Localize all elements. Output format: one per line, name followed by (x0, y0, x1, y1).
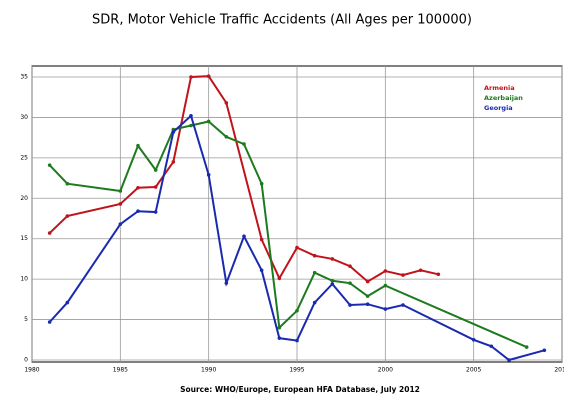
point (171, 160, 176, 164)
point (348, 264, 352, 269)
point (277, 336, 282, 340)
point (295, 338, 299, 343)
y-tick-label: 15 (20, 235, 28, 242)
point (224, 281, 229, 285)
y-tick-label: 5 (24, 316, 28, 323)
legend-label: Azerbaijan (484, 94, 523, 102)
point (189, 114, 193, 118)
point (224, 135, 229, 139)
source-note: Source: WHO/Europe, European HFA Databas… (180, 385, 420, 394)
y-tick-label: 0 (24, 357, 28, 364)
y-tick-label: 35 (20, 74, 28, 81)
x-tick-label: 2000 (378, 367, 393, 374)
legend-label: Armenia (484, 84, 515, 92)
point (365, 302, 370, 307)
point (65, 300, 70, 305)
point (295, 245, 299, 250)
point (206, 74, 211, 78)
legend-label: Georgia (484, 104, 513, 112)
point (47, 320, 52, 324)
point (136, 209, 140, 214)
point (206, 119, 211, 124)
point (330, 257, 335, 261)
point (65, 214, 70, 218)
point (365, 279, 370, 284)
point (542, 348, 547, 353)
point (383, 269, 388, 273)
x-tick-label: 1985 (113, 367, 128, 374)
point (401, 303, 405, 307)
point (277, 325, 282, 330)
chart-title: SDR, Motor Vehicle Traffic Accidents (Al… (92, 13, 472, 28)
point (383, 307, 388, 311)
point (348, 281, 352, 285)
point (136, 143, 140, 148)
point (47, 163, 52, 167)
x-tick-label: 2010 (554, 367, 564, 374)
point (312, 300, 317, 305)
point (47, 231, 52, 235)
point (206, 173, 211, 177)
point (277, 276, 282, 281)
point (418, 268, 423, 273)
point (153, 168, 158, 172)
point (330, 282, 335, 286)
point (383, 283, 388, 288)
point (118, 189, 123, 193)
point (401, 273, 405, 277)
x-tick-label: 2005 (466, 367, 481, 374)
point (259, 181, 264, 186)
point (171, 130, 176, 134)
point (136, 185, 140, 190)
point (312, 253, 317, 258)
point (312, 270, 317, 275)
point (118, 222, 123, 226)
point (242, 234, 246, 239)
y-tick-label: 20 (20, 195, 28, 202)
point (436, 272, 441, 277)
point (153, 185, 158, 189)
x-tick-label: 1980 (24, 367, 39, 374)
point (118, 202, 123, 206)
point (153, 210, 158, 214)
point (365, 294, 370, 298)
point (471, 337, 476, 342)
point (242, 142, 246, 146)
point (489, 344, 494, 349)
point (224, 101, 229, 105)
y-tick-label: 25 (20, 154, 28, 161)
point (189, 75, 193, 79)
point (330, 278, 335, 283)
x-tick-label: 1995 (289, 367, 304, 374)
point (507, 358, 511, 362)
point (65, 181, 70, 186)
x-tick-label: 1990 (201, 367, 216, 374)
point (524, 345, 529, 349)
point (259, 237, 264, 242)
point (259, 268, 264, 273)
y-tick-label: 10 (20, 276, 28, 283)
y-tick-label: 30 (20, 114, 28, 121)
point (295, 308, 299, 313)
point (348, 303, 352, 307)
point (189, 123, 193, 128)
